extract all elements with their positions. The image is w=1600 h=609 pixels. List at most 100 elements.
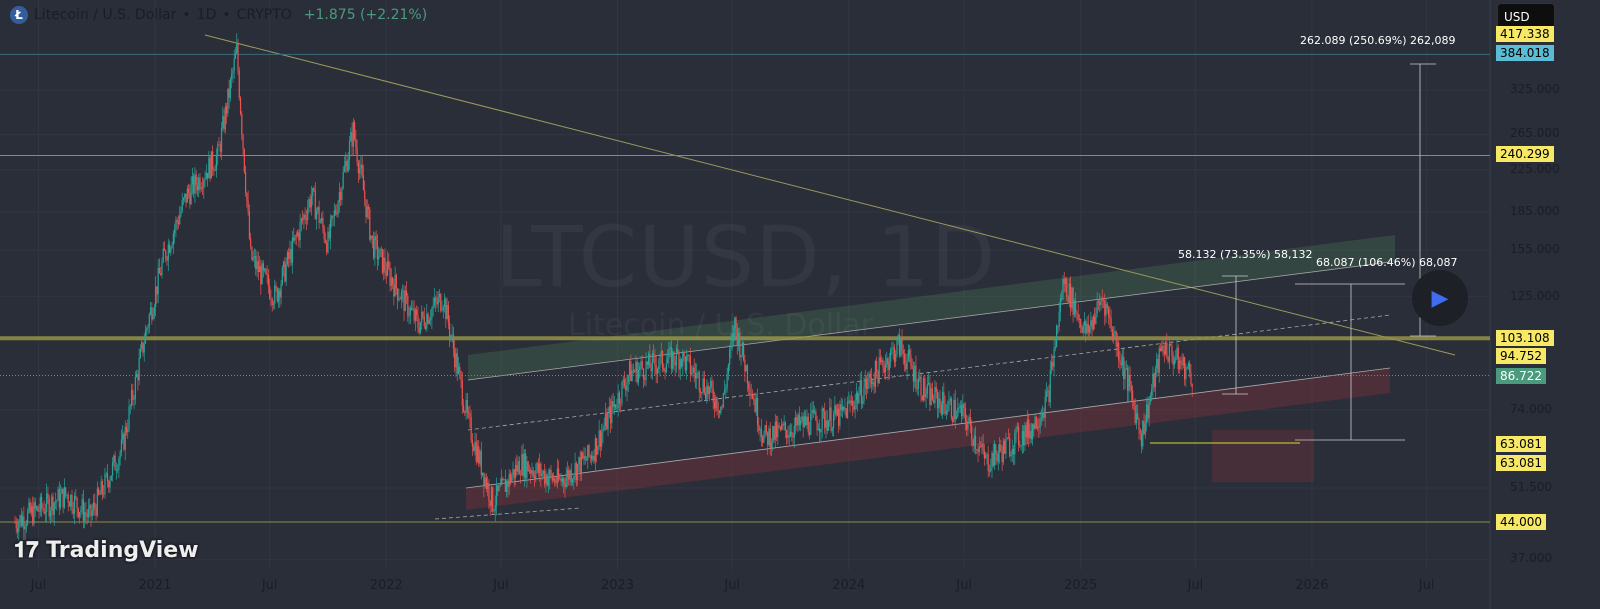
- candle: [745, 365, 747, 372]
- candle: [699, 391, 702, 393]
- candle: [525, 453, 527, 479]
- candle: [890, 349, 892, 363]
- symbol-title[interactable]: Litecoin / U.S. Dollar: [34, 7, 177, 23]
- candle: [411, 307, 413, 310]
- candle: [784, 422, 787, 431]
- candle: [412, 308, 414, 310]
- candle: [900, 339, 902, 356]
- candle: [171, 245, 173, 248]
- candle: [372, 238, 375, 258]
- candle: [743, 342, 745, 361]
- candle: [203, 180, 205, 189]
- candle: [450, 335, 452, 337]
- candle: [739, 332, 741, 358]
- candle: [517, 461, 519, 472]
- candle: [166, 258, 168, 261]
- candle: [1158, 348, 1160, 373]
- candle: [777, 425, 779, 438]
- candle: [897, 335, 899, 341]
- candle: [674, 362, 676, 366]
- candle: [712, 388, 714, 402]
- candle: [423, 316, 425, 326]
- candle: [561, 478, 564, 482]
- candle: [959, 405, 961, 408]
- candle: [791, 431, 793, 436]
- candle: [210, 151, 212, 179]
- candle: [702, 378, 704, 393]
- candle: [1091, 320, 1093, 330]
- price-axis-label: 63.081: [1496, 455, 1546, 471]
- candle: [73, 495, 76, 514]
- candle: [129, 405, 131, 407]
- candle: [37, 506, 39, 512]
- candle: [707, 385, 709, 394]
- candle: [345, 160, 347, 167]
- candle: [375, 236, 377, 241]
- candle: [816, 420, 818, 431]
- candle: [1162, 345, 1164, 351]
- candle: [1135, 413, 1138, 424]
- candle: [982, 443, 984, 451]
- candle: [262, 263, 264, 271]
- play-replay-button[interactable]: ▶: [1412, 270, 1468, 326]
- candle: [650, 367, 652, 372]
- candle: [634, 371, 636, 373]
- time-axis-tick: 2025: [1064, 578, 1098, 593]
- candle: [556, 468, 558, 484]
- candle: [997, 452, 999, 462]
- candle: [440, 294, 442, 311]
- candle: [993, 444, 996, 466]
- candle: [760, 429, 762, 437]
- interval[interactable]: 1D: [196, 7, 217, 23]
- candle: [76, 497, 78, 509]
- candle: [451, 334, 453, 336]
- candle: [812, 409, 814, 413]
- candle: [253, 255, 256, 258]
- candle: [295, 234, 297, 236]
- candle: [87, 508, 90, 517]
- candle: [103, 492, 105, 495]
- candle: [1025, 425, 1027, 438]
- candle: [957, 407, 959, 417]
- candle: [512, 469, 514, 476]
- candle: [1011, 448, 1013, 455]
- candle: [194, 174, 196, 194]
- candle: [1042, 412, 1044, 419]
- symbol-header[interactable]: Ł Litecoin / U.S. Dollar • 1D • CRYPTO +1.…: [10, 6, 427, 24]
- candle: [388, 261, 390, 268]
- candle: [340, 192, 342, 201]
- candle: [1116, 342, 1119, 347]
- candle: [119, 452, 121, 459]
- candle: [360, 164, 362, 169]
- candle: [176, 220, 178, 222]
- candle: [891, 348, 893, 350]
- candle: [774, 421, 776, 440]
- candle: [802, 416, 804, 427]
- candle: [1043, 412, 1045, 418]
- dashed-support-line: [434, 507, 581, 520]
- candle: [181, 200, 183, 211]
- candle: [480, 450, 482, 475]
- candle: [879, 357, 882, 362]
- candle: [1134, 406, 1136, 424]
- candle: [819, 428, 821, 433]
- candle: [497, 485, 499, 491]
- time-axis-tick: Jul: [30, 578, 47, 593]
- candle: [475, 441, 477, 462]
- currency-button[interactable]: USD: [1497, 3, 1555, 29]
- candle: [770, 442, 773, 449]
- price-axis-label: 94.752: [1496, 348, 1546, 364]
- candle: [968, 417, 970, 424]
- candle: [1126, 368, 1129, 391]
- candle: [1083, 321, 1086, 326]
- candle: [265, 268, 267, 274]
- candle: [977, 449, 979, 453]
- candle: [735, 317, 737, 329]
- candle: [535, 469, 537, 480]
- candle: [167, 244, 169, 261]
- candle: [907, 350, 909, 360]
- candle: [607, 413, 609, 430]
- candle: [1056, 325, 1058, 347]
